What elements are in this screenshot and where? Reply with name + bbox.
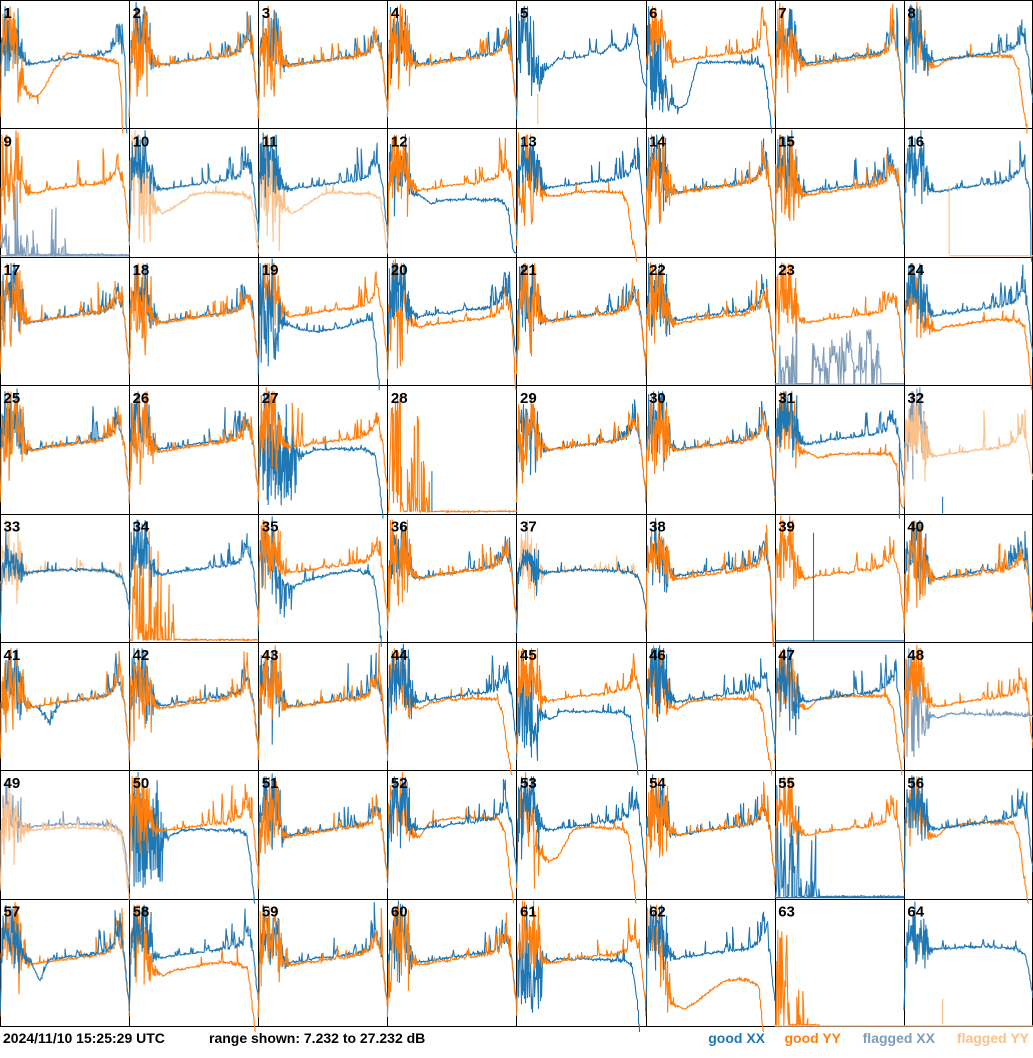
svg-text:5: 5: [520, 5, 528, 22]
svg-text:4: 4: [391, 5, 400, 22]
svg-text:14: 14: [649, 133, 666, 150]
svg-text:good XX: good XX: [708, 1030, 765, 1046]
svg-text:1: 1: [4, 5, 12, 22]
svg-text:2: 2: [133, 5, 141, 22]
svg-text:29: 29: [520, 390, 537, 407]
svg-text:8: 8: [907, 5, 915, 22]
svg-text:28: 28: [391, 390, 408, 407]
svg-text:48: 48: [907, 647, 924, 664]
svg-text:35: 35: [262, 519, 279, 536]
svg-text:10: 10: [133, 133, 150, 150]
svg-text:20: 20: [391, 262, 408, 279]
svg-text:25: 25: [4, 390, 21, 407]
svg-text:31: 31: [778, 390, 795, 407]
svg-text:2024/11/10 15:25:29 UTC: 2024/11/10 15:25:29 UTC: [3, 1030, 165, 1046]
svg-text:39: 39: [778, 519, 795, 536]
svg-text:6: 6: [649, 5, 657, 22]
svg-text:62: 62: [649, 904, 666, 921]
svg-text:flagged YY: flagged YY: [957, 1030, 1030, 1046]
svg-text:54: 54: [649, 775, 666, 792]
svg-text:9: 9: [4, 133, 12, 150]
svg-text:30: 30: [649, 390, 666, 407]
svg-text:53: 53: [520, 775, 537, 792]
svg-text:43: 43: [262, 647, 279, 664]
svg-text:60: 60: [391, 904, 408, 921]
svg-text:37: 37: [520, 519, 537, 536]
svg-text:45: 45: [520, 647, 537, 664]
svg-text:52: 52: [391, 775, 408, 792]
svg-text:38: 38: [649, 519, 666, 536]
svg-text:47: 47: [778, 647, 795, 664]
svg-text:51: 51: [262, 775, 279, 792]
svg-text:18: 18: [133, 262, 150, 279]
svg-text:46: 46: [649, 647, 666, 664]
svg-text:27: 27: [262, 390, 279, 407]
svg-text:42: 42: [133, 647, 150, 664]
svg-text:34: 34: [133, 519, 150, 536]
svg-text:16: 16: [907, 133, 924, 150]
svg-text:good YY: good YY: [784, 1030, 841, 1046]
svg-text:12: 12: [391, 133, 408, 150]
svg-text:22: 22: [649, 262, 666, 279]
svg-text:32: 32: [907, 390, 924, 407]
svg-text:63: 63: [778, 904, 795, 921]
svg-text:64: 64: [907, 904, 924, 921]
svg-text:flagged XX: flagged XX: [863, 1030, 936, 1046]
svg-text:50: 50: [133, 775, 150, 792]
svg-text:15: 15: [778, 133, 795, 150]
svg-text:19: 19: [262, 262, 279, 279]
svg-text:41: 41: [4, 647, 21, 664]
svg-text:range shown: 7.232 to 27.232 d: range shown: 7.232 to 27.232 dB: [209, 1030, 425, 1046]
svg-text:58: 58: [133, 904, 150, 921]
svg-text:7: 7: [778, 5, 786, 22]
svg-text:36: 36: [391, 519, 408, 536]
svg-text:55: 55: [778, 775, 795, 792]
svg-text:57: 57: [4, 904, 21, 921]
svg-text:17: 17: [4, 262, 21, 279]
svg-text:24: 24: [907, 262, 924, 279]
svg-text:44: 44: [391, 647, 408, 664]
svg-text:49: 49: [4, 775, 21, 792]
svg-text:13: 13: [520, 133, 537, 150]
svg-text:33: 33: [4, 519, 21, 536]
svg-text:40: 40: [907, 519, 924, 536]
svg-text:56: 56: [907, 775, 924, 792]
svg-text:59: 59: [262, 904, 279, 921]
svg-text:23: 23: [778, 262, 795, 279]
svg-text:26: 26: [133, 390, 150, 407]
svg-text:21: 21: [520, 262, 537, 279]
svg-text:11: 11: [262, 133, 278, 150]
svg-text:3: 3: [262, 5, 270, 22]
svg-text:61: 61: [520, 904, 537, 921]
